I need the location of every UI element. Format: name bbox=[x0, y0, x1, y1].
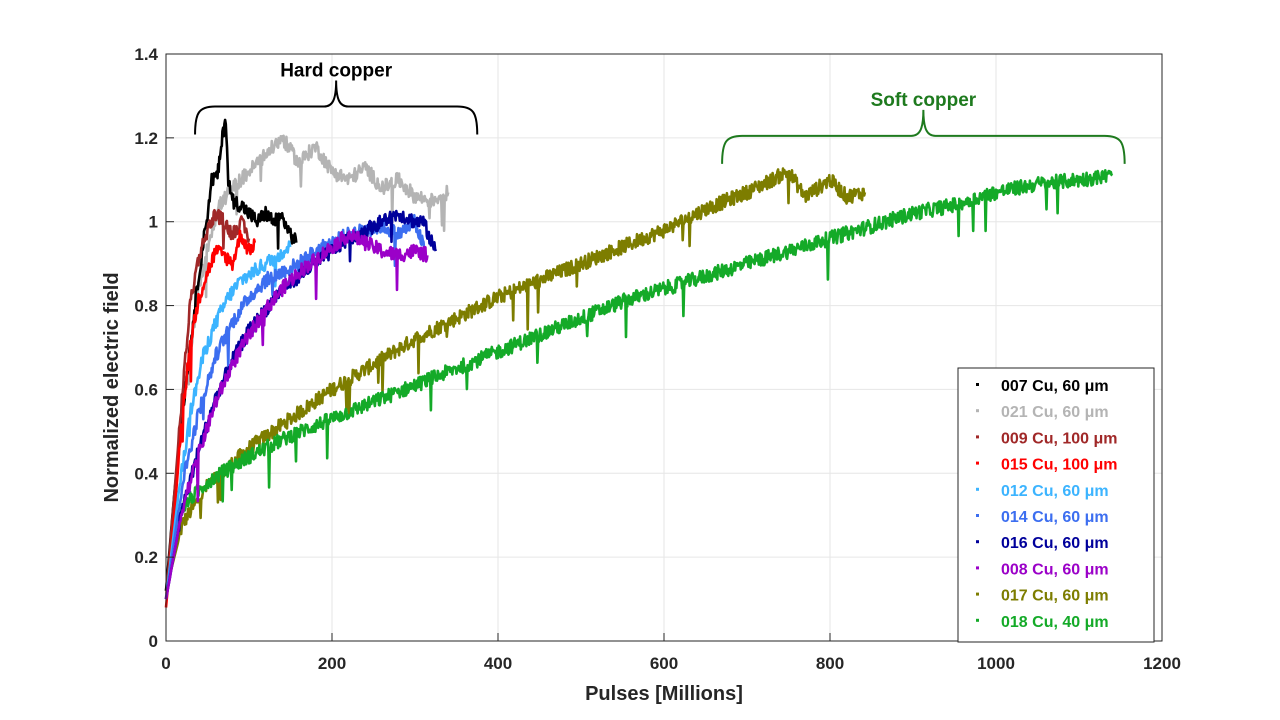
legend-marker bbox=[976, 566, 979, 570]
legend-entry: 012 Cu, 60 μm bbox=[1001, 483, 1109, 500]
x-tick-label: 400 bbox=[484, 654, 512, 673]
y-tick-label: 1.2 bbox=[134, 129, 158, 148]
legend: 007 Cu, 60 μm 021 Cu, 60 μm 009 Cu, 100 μm… bbox=[957, 367, 1155, 643]
legend-marker bbox=[976, 592, 979, 596]
annotation-brace bbox=[194, 80, 479, 135]
y-tick-label: 1.4 bbox=[134, 45, 158, 64]
y-axis-label: Normalized electric field bbox=[101, 272, 123, 502]
x-tick-label: 0 bbox=[161, 654, 170, 673]
legend-entry: 021 Cu, 60 μm bbox=[1001, 404, 1109, 421]
x-tick-label: 800 bbox=[816, 654, 844, 673]
legend-marker bbox=[976, 618, 979, 622]
y-tick-label: 0 bbox=[149, 632, 158, 651]
axis-ticks: 0 200 400 600 800 1000 1200 0 0.2 0.4 0.6 0.8 1 1.2 1.… bbox=[134, 45, 1181, 673]
legend-entry: 014 Cu, 60 μm bbox=[1001, 509, 1109, 526]
legend-marker bbox=[976, 461, 979, 465]
legend-marker bbox=[976, 409, 979, 413]
grid-lines bbox=[166, 54, 1162, 641]
legend-entry: 018 Cu, 40 μm bbox=[1001, 614, 1109, 631]
x-tick-label: 200 bbox=[318, 654, 346, 673]
legend-marker bbox=[976, 487, 979, 491]
legend-marker bbox=[976, 514, 979, 517]
series-line bbox=[164, 169, 1114, 591]
legend-entry: 015 Cu, 100 μm bbox=[1001, 457, 1118, 474]
y-tick-label: 0.6 bbox=[134, 380, 158, 399]
legend-entry: 009 Cu, 100 μm bbox=[1001, 430, 1118, 447]
legend-entry: 017 Cu, 60 μm bbox=[1001, 588, 1109, 605]
series-lines bbox=[164, 118, 1114, 608]
legend-marker bbox=[976, 540, 979, 544]
series-line bbox=[164, 240, 292, 600]
series-line bbox=[164, 213, 427, 600]
annotation-label: Soft copper bbox=[871, 90, 977, 111]
x-axis-label: Pulses [Millions] bbox=[585, 683, 743, 705]
series-line bbox=[164, 228, 429, 600]
legend-entry: 016 Cu, 60 μm bbox=[1001, 535, 1109, 552]
x-tick-label: 600 bbox=[650, 654, 678, 673]
series-line bbox=[164, 134, 450, 591]
series-line bbox=[164, 229, 257, 608]
y-tick-label: 0.2 bbox=[134, 548, 158, 567]
legend-box bbox=[957, 367, 1155, 643]
y-tick-label: 1 bbox=[149, 213, 158, 232]
legend-marker bbox=[976, 383, 979, 386]
legend-marker bbox=[976, 435, 979, 439]
y-tick-label: 0.4 bbox=[134, 464, 158, 483]
legend-entry: 008 Cu, 60 μm bbox=[1001, 561, 1109, 578]
x-tick-label: 1200 bbox=[1143, 654, 1181, 673]
series-line bbox=[164, 167, 867, 592]
y-tick-label: 0.8 bbox=[134, 297, 158, 316]
x-tick-label: 1000 bbox=[977, 654, 1015, 673]
series-line bbox=[164, 208, 251, 600]
annotation-label: Hard copper bbox=[280, 61, 393, 82]
annotations: Hard copper Soft copper bbox=[194, 61, 1126, 164]
legend-entry: 007 Cu, 60 μm bbox=[1001, 378, 1109, 395]
annotation-brace bbox=[721, 109, 1126, 164]
